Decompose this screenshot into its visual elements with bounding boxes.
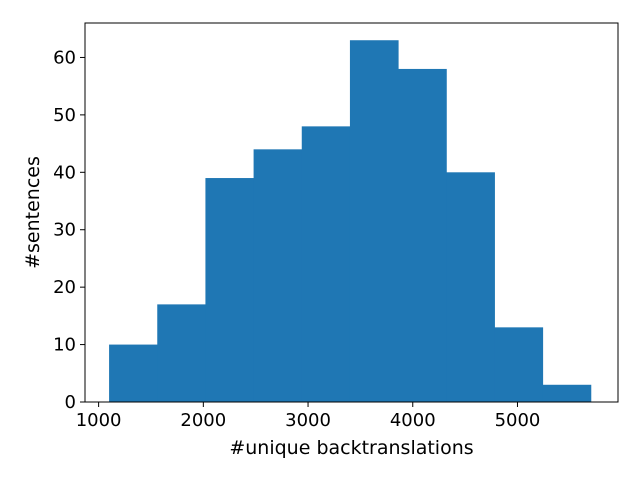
y-tick-label-5: 40 (53, 162, 76, 183)
histogram-bar-6 (349, 40, 399, 403)
y-axis-ticks: 0 10 20 30 40 50 60 (53, 47, 85, 413)
histogram-bar-5 (301, 126, 351, 402)
histogram-bar-2 (157, 304, 206, 402)
plot-frame (84, 22, 619, 403)
x-tick-label-5: 5000 (495, 410, 541, 431)
y-axis-label: #sentences (22, 156, 44, 269)
y-tick-label-1: 0 (65, 392, 76, 413)
x-tick-label-1: 1000 (76, 410, 122, 431)
histogram-bar-9 (494, 327, 544, 402)
histogram-bar-1 (109, 344, 158, 402)
x-tick-label-2: 2000 (180, 410, 226, 431)
histogram-bar-7 (398, 68, 447, 402)
y-tick-label-7: 60 (53, 47, 76, 68)
y-tick-label-6: 50 (53, 105, 76, 126)
histogram-bar-8 (446, 172, 495, 402)
histogram-bars (109, 40, 592, 403)
x-tick-label-3: 3000 (285, 410, 331, 431)
y-tick-label-2: 10 (53, 335, 76, 356)
histogram-bar-4 (253, 149, 303, 402)
histogram-bar-10 (542, 384, 592, 402)
x-axis-ticks: 1000 2000 3000 4000 5000 (76, 402, 541, 431)
histogram-bar-3 (205, 178, 255, 402)
x-tick-label-4: 4000 (390, 410, 436, 431)
y-tick-label-4: 30 (53, 220, 76, 241)
y-tick-label-3: 20 (53, 277, 76, 298)
x-axis-label: #unique backtranslations (229, 437, 473, 459)
